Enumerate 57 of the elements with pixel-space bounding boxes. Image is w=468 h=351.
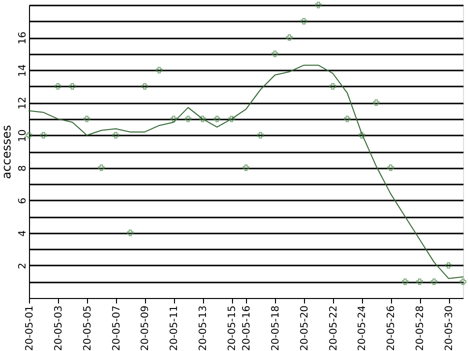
point (40, 132, 47, 138)
point (416, 278, 423, 285)
x-tick-label: 20-05-18 (270, 306, 282, 351)
y-tick-label: 16 (18, 32, 28, 44)
x-tick-label: 20-05-20 (299, 306, 310, 351)
point (272, 50, 278, 58)
point (430, 278, 438, 285)
point (387, 164, 394, 172)
point (228, 116, 235, 122)
point (156, 66, 162, 74)
point (127, 230, 134, 236)
point (141, 83, 148, 90)
point (344, 116, 351, 122)
x-tick-label: 20-05-15 (227, 306, 238, 351)
point (112, 132, 120, 138)
point (460, 278, 466, 285)
x-tick-label: 20-05-16 (242, 306, 252, 351)
point (26, 132, 32, 138)
y-tick-label: 8 (18, 165, 28, 172)
x-tick-label: 20-05-13 (198, 306, 210, 351)
x-tick-label: 20-05-07 (111, 306, 122, 351)
y-tick-label: 2 (18, 262, 28, 270)
point (98, 164, 105, 172)
point (372, 99, 380, 106)
point (286, 34, 293, 41)
point (445, 262, 452, 269)
y-tick-label: 14 (18, 64, 28, 77)
y-tick-label: 10 (18, 129, 28, 142)
x-tick-label: 20-05-09 (140, 306, 152, 351)
x-tick-label: 20-05-24 (357, 306, 368, 351)
y-axis-title: accesses (0, 124, 14, 180)
point (242, 164, 250, 172)
point (170, 116, 177, 122)
y-tick-label: 12 (18, 96, 28, 110)
point (330, 83, 336, 90)
point (315, 2, 322, 8)
point (54, 83, 62, 90)
x-tick-label: 20-05-26 (386, 306, 398, 351)
point (214, 116, 220, 122)
point (184, 116, 192, 122)
point (69, 83, 76, 90)
x-tick-label: 20-05-01 (24, 306, 36, 351)
y-tick-label: 6 (18, 198, 28, 204)
x-tick-label: 20-05-30 (444, 306, 456, 351)
point (84, 116, 90, 122)
point (257, 132, 264, 138)
x-tick-label: 20-05-05 (82, 306, 94, 351)
point (300, 18, 308, 25)
y-tick-label: 4 (18, 230, 28, 237)
point (358, 132, 365, 138)
line-series (28, 64, 464, 279)
x-tick-label: 20-05-22 (328, 306, 340, 351)
x-tick-label: 20-05-11 (169, 306, 180, 351)
x-tick-label: 20-05-28 (415, 306, 426, 351)
x-tick-label: 20-05-03 (53, 306, 64, 351)
point (402, 278, 408, 285)
point (199, 116, 206, 122)
